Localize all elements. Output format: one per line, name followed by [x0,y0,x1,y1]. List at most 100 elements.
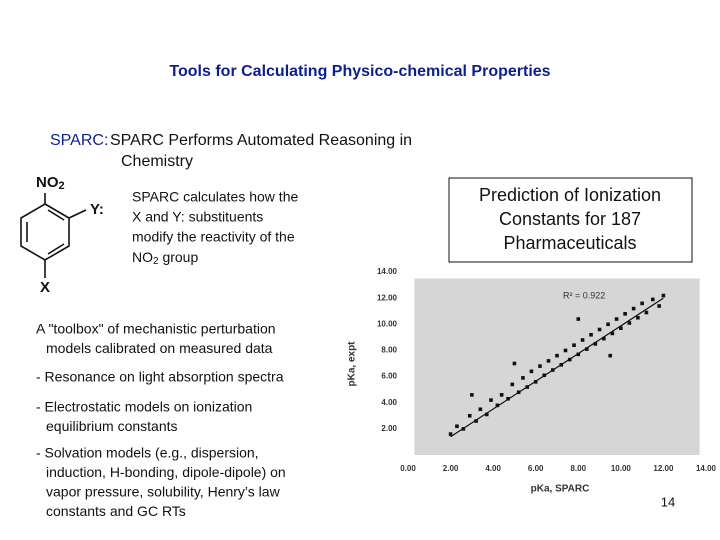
bottom-group: X [40,279,50,296]
page-number: 14 [661,494,675,509]
point [470,393,474,397]
point [448,432,453,436]
point [619,326,623,331]
heading-label: SPARC: [50,132,108,149]
point [576,352,581,357]
point [484,412,489,417]
y-tick-label: 2.00 [381,424,397,433]
description: SPARC calculates how the X and Y: substit… [132,189,298,245]
description-line: modify the reactivity of the [132,229,295,245]
point [657,304,661,308]
point [636,315,640,320]
double-bond [47,243,65,255]
point [606,322,610,327]
x-tick-label: 8.00 [570,464,586,473]
point [640,301,644,306]
text: NO [132,249,153,265]
y-tick-label: 6.00 [381,372,397,381]
x-axis-label: pKa, SPARC [531,484,590,495]
scatter-chart: 0.00 2.00 4.00 6.00 8.00 10.00 12.00 14.00 2.00 4… [347,267,717,495]
point [608,353,613,358]
description-line: SPARC calculates how the [132,189,298,205]
toolbox-list: A "toolbox" of mechanistic perturbation m… [36,321,286,520]
annotation: R² = 0.922 [563,290,605,300]
prediction-box [448,177,693,263]
point [563,348,568,353]
point [623,312,627,316]
point [455,424,459,429]
x-tick-label: 6.00 [528,464,544,473]
toolbox-line: models calibrated on measured data [46,340,273,356]
point [650,297,655,302]
point [585,347,589,351]
point [510,382,515,387]
point [644,310,649,315]
toolbox-line: constants and GC RTs [46,503,186,519]
point [467,413,472,418]
x-tick-label: 14.00 [696,464,717,473]
point [546,359,551,363]
toolbox-line: - Solvation models (e.g., dispersion, [36,445,259,461]
prediction-line: Constants for 187 [499,209,641,229]
y-tick-label: 4.00 [381,398,397,407]
molecule [20,193,87,278]
subscript: 2 [59,180,65,192]
point [474,419,478,423]
point [631,306,636,311]
prediction-text: Prediction of Ionization Constants for 18… [479,185,661,253]
fit-line [450,297,664,438]
y-tick-label: 8.00 [381,346,397,355]
toolbox-line: A "toolbox" of mechanistic perturbation [36,321,276,337]
description-line: X and Y: substituents [132,209,263,225]
x-tick-label: 10.00 [611,464,632,473]
toolbox-line: equilibrium constants [46,418,178,434]
description-line: NO2 group [132,249,198,267]
benzene-ring [20,203,70,261]
point [538,364,542,368]
point [610,331,615,336]
prediction-line: Pharmaceuticals [503,233,636,253]
point [602,336,606,341]
point [661,293,666,298]
y-tick-label: 12.00 [377,293,398,302]
double-bond [47,209,65,221]
subscript: 2 [153,256,159,267]
toolbox-line: - Resonance on light absorption spectra [36,369,284,385]
point [597,327,602,332]
point [499,393,504,397]
text: group [159,249,199,265]
toolbox-line: - Electrostatic models on ionization [36,399,252,415]
prediction-line: Prediction of Ionization [479,185,661,205]
point [512,361,517,366]
point [489,398,493,402]
toolbox-line: induction, H-bonding, dipole-dipole) on [46,464,286,480]
x-tick-label: 4.00 [485,464,501,473]
x-tick-label: 2.00 [443,464,459,473]
side-group: Y: [90,201,104,218]
point [614,317,619,321]
y-axis-label: pKa, expt [347,341,358,387]
heading-text: Chemistry [121,153,193,170]
point [593,342,598,346]
heading-text: SPARC Performs Automated Reasoning in [110,132,412,149]
toolbox-line: vapor pressure, solubility, Henry’s law [46,484,281,500]
point [529,369,534,374]
y-tick-label: 10.00 [377,319,398,328]
point [627,321,632,325]
group-text: NO [36,174,59,191]
point [580,338,585,342]
slide-title: Tools for Calculating Physico-chemical P… [169,63,550,80]
x-tick-label: 12.00 [653,464,674,473]
top-group: NO2 [36,174,65,192]
point [555,353,559,358]
point [478,407,483,412]
y-tick-label: 14.00 [377,267,398,276]
point [589,332,593,337]
point [572,343,576,347]
point [576,317,581,321]
x-tick-label: 0.00 [400,464,416,473]
point [521,376,525,380]
point [495,403,500,408]
bond [68,209,87,219]
